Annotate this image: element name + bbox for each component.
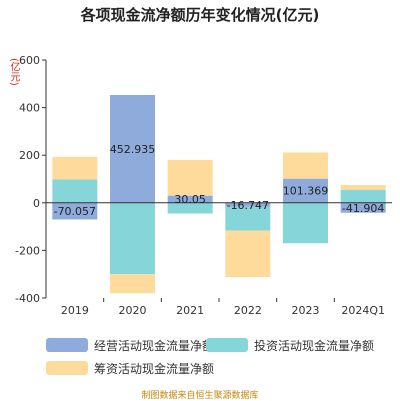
x-tick-label: 2023	[292, 304, 320, 317]
legend-swatch-financing	[46, 361, 88, 375]
bar-2023-series-1	[283, 202, 328, 244]
legend-label-investing: 投资活动现金流量净额	[254, 338, 375, 353]
axes-layer: -400 -200 0 200 400 600 2019 2020 2021 2022 2023 20…	[15, 54, 392, 317]
legend: 经营活动现金流量净额 投资活动现金流量净额 筹资活动现金流量净额	[0, 333, 400, 383]
legend-swatch-operating	[46, 338, 88, 352]
data-label-2019: -70.057	[54, 205, 96, 218]
legend-item-investing[interactable]: 投资活动现金流量净额	[206, 338, 375, 353]
y-tick-label: 600	[19, 54, 40, 67]
chart-title: 各项现金流净额历年变化情况(亿元)	[80, 6, 320, 24]
y-tick-label: 200	[19, 149, 40, 162]
legend-swatch-investing	[206, 338, 248, 352]
data-labels-layer: -70.057 452.935 30.05 -16.747 101.369 -41.904	[54, 143, 385, 218]
y-tick-label: -200	[15, 244, 40, 257]
bar-2021-series-2	[167, 159, 213, 196]
data-label-2021: 30.05	[174, 193, 206, 206]
bar-2023-series-2	[283, 152, 328, 179]
bar-2024Q1-series-1	[340, 189, 386, 203]
bar-2021-series-0	[167, 195, 213, 203]
x-tick-label: 2020	[119, 304, 147, 317]
bar-2020-series-2	[110, 274, 155, 294]
x-tick-label: 2022	[234, 304, 262, 317]
bar-2020-series-0	[110, 95, 155, 203]
x-tick-label: 2024Q1	[341, 304, 385, 317]
x-tick-label: 2019	[61, 304, 89, 317]
bar-2021-series-1	[167, 202, 213, 214]
bar-2019-series-0	[52, 202, 98, 220]
bar-2020-series-1	[110, 202, 155, 275]
source-footer: 制图数据来自恒生聚源数据库	[141, 391, 259, 401]
data-label-2022: -16.747	[227, 199, 269, 212]
bar-2022-series-2	[225, 230, 271, 277]
legend-label-operating: 经营活动现金流量净额	[94, 338, 215, 353]
legend-item-operating[interactable]: 经营活动现金流量净额	[46, 338, 215, 353]
data-label-2020: 452.935	[110, 143, 156, 156]
y-tick-label: 0	[33, 197, 40, 210]
y-tick-label: -400	[15, 292, 40, 305]
legend-label-financing: 筹资活动现金流量净额	[94, 361, 215, 376]
bar-2022-series-1	[225, 206, 271, 231]
bar-2024Q1-series-0	[340, 202, 386, 213]
bar-2024Q1-series-2	[340, 184, 386, 190]
bar-2023-series-0	[283, 178, 328, 203]
bars-layer	[52, 95, 386, 294]
y-tick-label: 400	[19, 102, 40, 115]
data-label-2024Q1: -41.904	[342, 202, 384, 215]
legend-item-financing[interactable]: 筹资活动现金流量净额	[46, 361, 215, 376]
y-axis-unit: (亿元)	[8, 58, 19, 86]
bar-2022-series-0	[225, 202, 271, 207]
bar-2019-series-2	[52, 156, 98, 180]
data-label-2023: 101.369	[283, 185, 329, 198]
bar-2019-series-1	[52, 179, 98, 203]
x-tick-label: 2021	[176, 304, 204, 317]
